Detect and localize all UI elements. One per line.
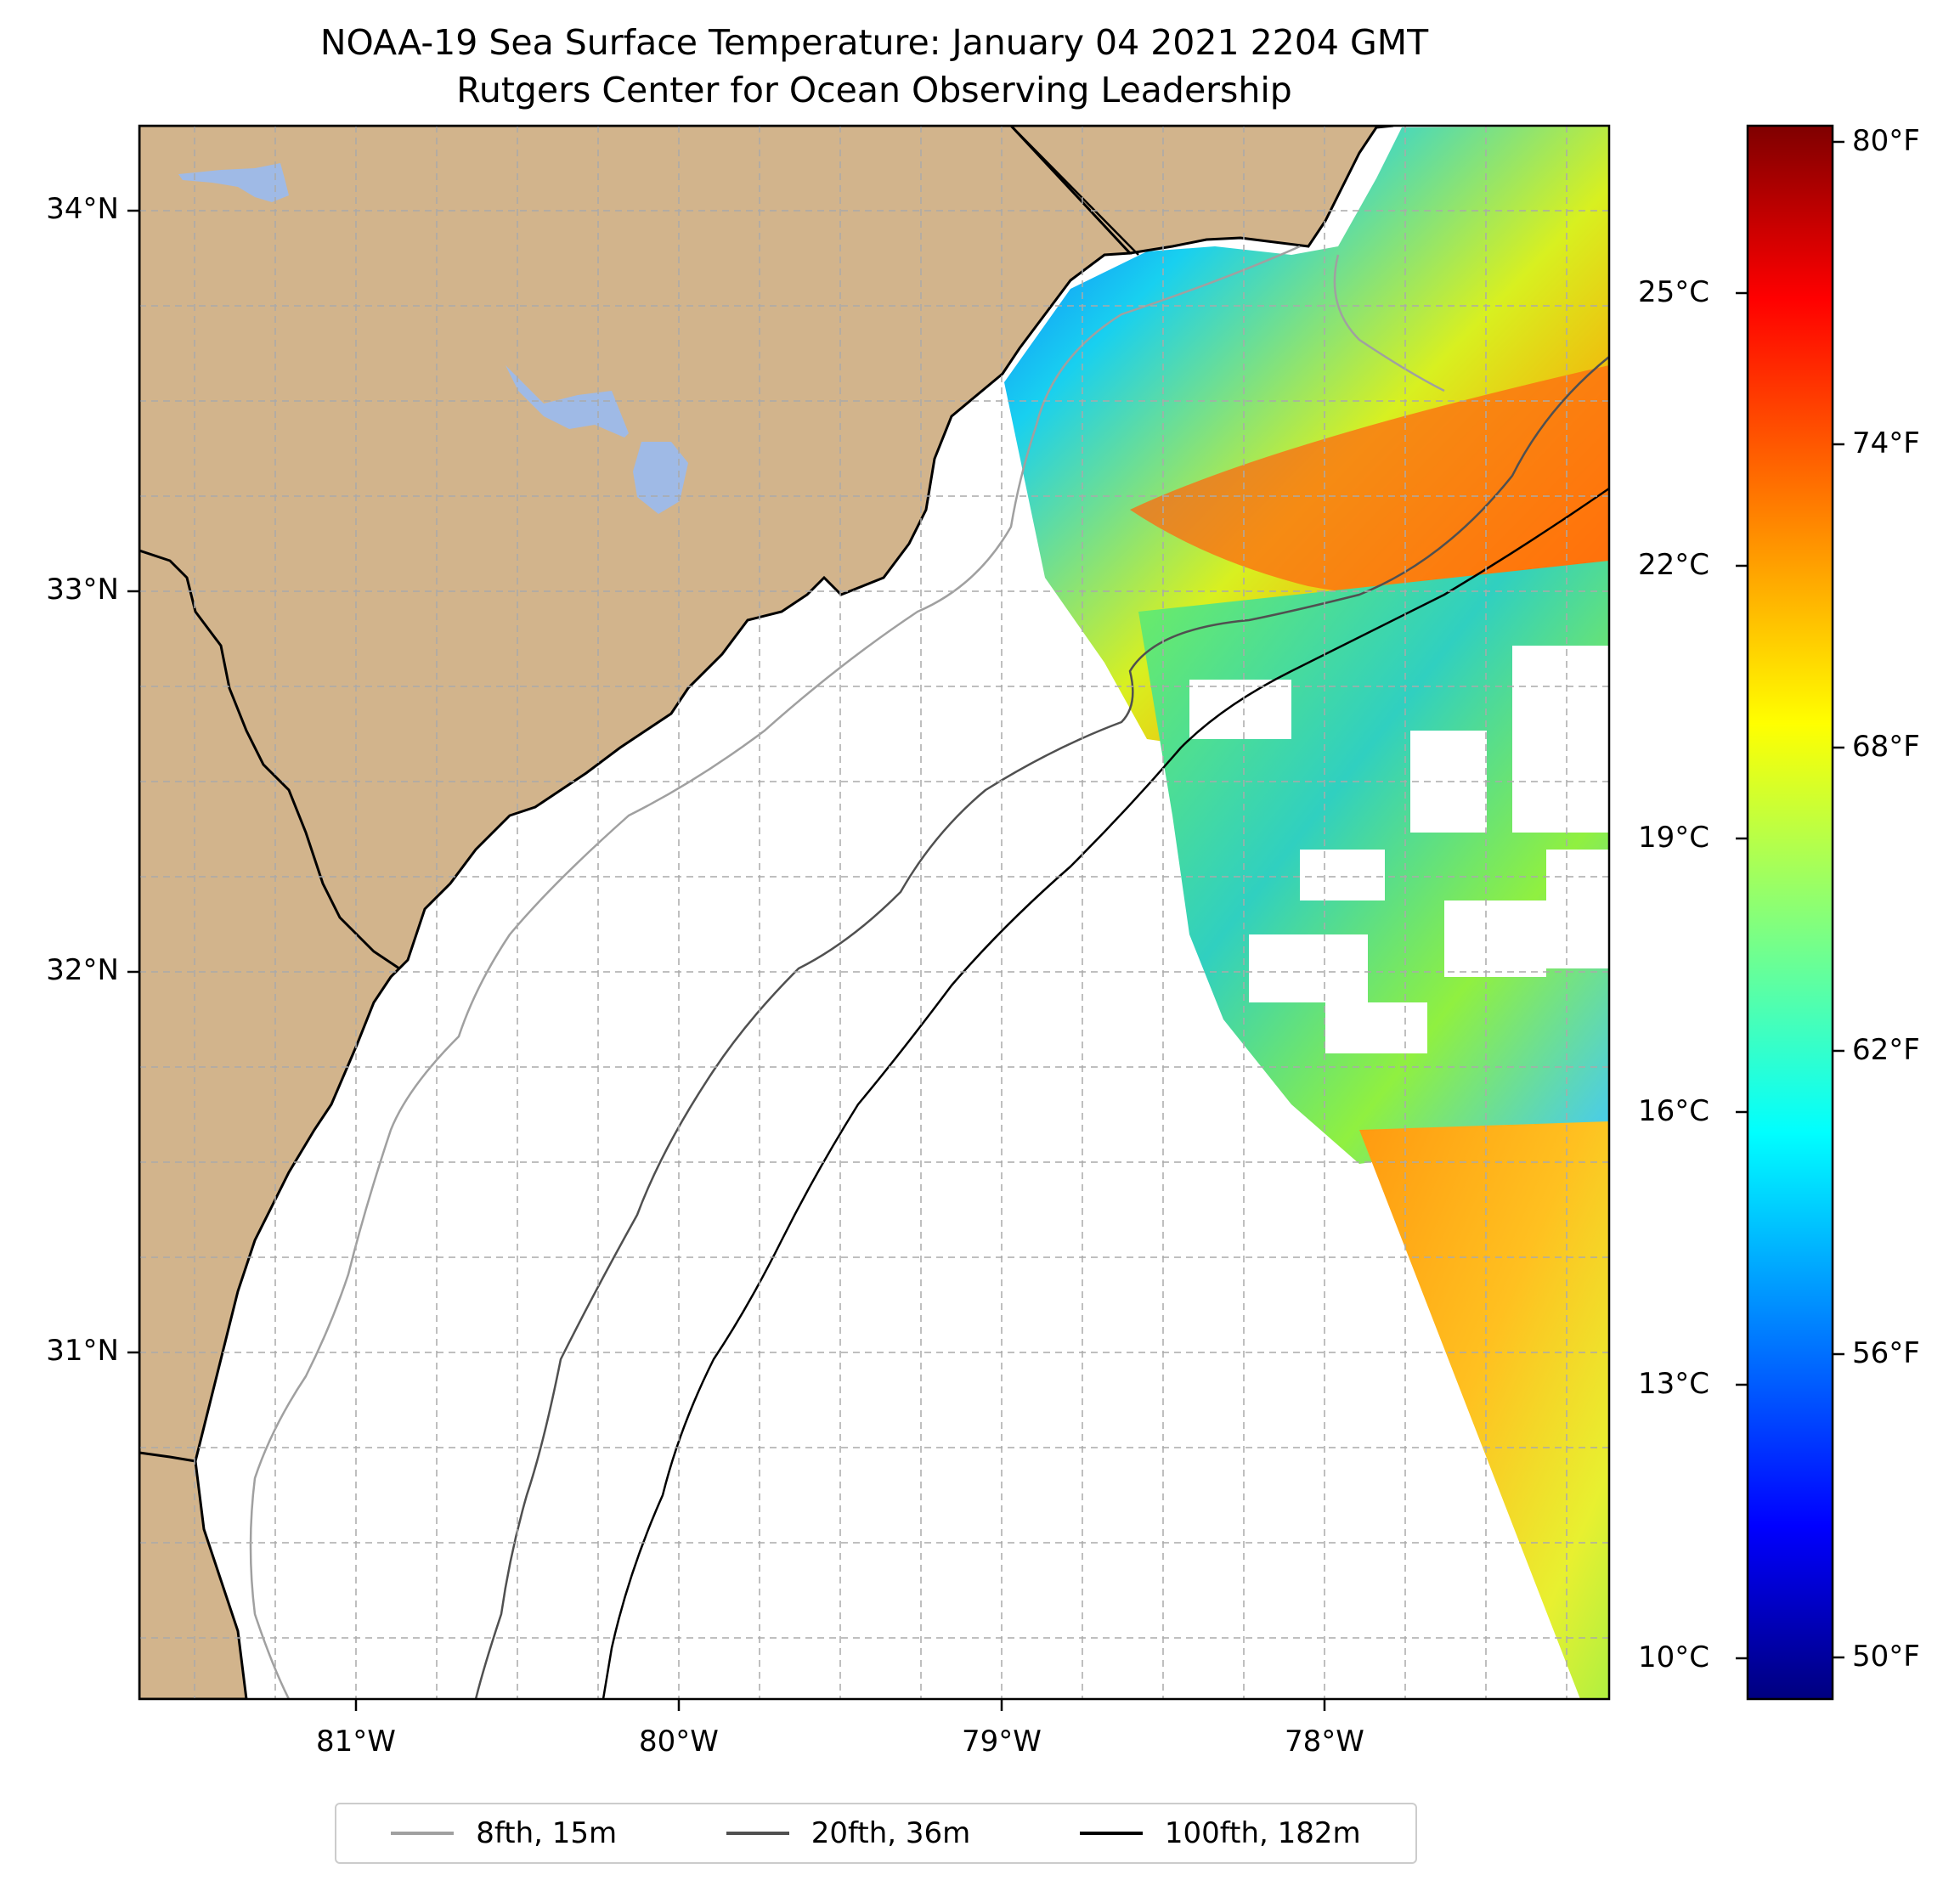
colorbar (1746, 124, 1834, 1701)
legend-swatch (391, 1832, 455, 1835)
lake-marion (506, 365, 629, 438)
state-border-ga-fl (139, 1451, 196, 1463)
lake (178, 163, 289, 202)
colorbar-celsius-label: 22°C (1638, 548, 1710, 582)
axis-ticks (127, 209, 1326, 1711)
graticule (139, 126, 1609, 1699)
isobath-8fth (249, 245, 1445, 1699)
map-title: NOAA-19 Sea Surface Temperature: January… (319, 22, 1429, 63)
cloud-gap (1325, 1002, 1427, 1053)
colorbar-celsius-label: 13°C (1638, 1367, 1710, 1401)
cloud-gap (1444, 900, 1546, 977)
x-tick-label: 79°W (962, 1725, 1042, 1759)
isobath-100fth (602, 487, 1609, 1699)
colorbar-ticks (1736, 140, 1844, 1660)
cloud-gap (1300, 850, 1385, 900)
colorbar-fahrenheit-label: 74°F (1852, 426, 1920, 460)
colorbar-celsius-label: 10°C (1638, 1640, 1710, 1674)
cloud-gap (1512, 646, 1609, 833)
sst-swath-south (1359, 1121, 1609, 1699)
colorbar-fahrenheit-label: 62°F (1852, 1033, 1920, 1067)
legend-label: 20fth, 36m (811, 1816, 971, 1850)
legend-swatch (1079, 1832, 1143, 1835)
plot-frame (138, 124, 1611, 1701)
colorbar-celsius-label: 25°C (1638, 275, 1710, 309)
colorbar-celsius-label: 16°C (1638, 1094, 1710, 1128)
cloud-gap (1546, 850, 1609, 968)
state-border (1010, 126, 1139, 256)
x-tick-label: 81°W (316, 1725, 396, 1759)
map-subtitle: Rutgers Center for Ocean Observing Leade… (456, 70, 1292, 110)
x-tick-label: 80°W (639, 1725, 719, 1759)
lake-moultrie (633, 442, 688, 514)
y-tick-label: 32°N (46, 953, 119, 987)
x-tick-label: 78°W (1285, 1725, 1364, 1759)
colorbar-fahrenheit-label: 80°F (1852, 124, 1920, 158)
cloud-gap (1189, 680, 1291, 739)
land-mainland (139, 126, 1133, 1699)
cloud-gap (1249, 934, 1368, 1002)
legend-item-20fth: 20fth, 36m (726, 1816, 971, 1850)
sst-warm-core (1130, 365, 1609, 597)
y-tick-label: 31°N (46, 1334, 119, 1368)
legend-label: 8fth, 15m (476, 1816, 618, 1850)
state-border-sc-ga (139, 549, 400, 970)
isobath-20fth (474, 356, 1609, 1699)
y-tick-label: 34°N (46, 192, 119, 226)
legend-swatch (726, 1832, 789, 1835)
y-tick-label: 33°N (46, 573, 119, 607)
colorbar-fahrenheit-label: 50°F (1852, 1640, 1920, 1674)
colorbar-fahrenheit-label: 68°F (1852, 730, 1920, 764)
legend-label: 100fth, 182m (1164, 1816, 1361, 1850)
legend-item-8fth: 8fth, 15m (391, 1816, 617, 1850)
isobath-legend: 8fth, 15m 20fth, 36m 100fth, 182m (335, 1803, 1417, 1864)
colorbar-fahrenheit-label: 56°F (1852, 1336, 1920, 1370)
colorbar-celsius-label: 19°C (1638, 821, 1710, 855)
legend-item-100fth: 100fth, 182m (1079, 1816, 1361, 1850)
